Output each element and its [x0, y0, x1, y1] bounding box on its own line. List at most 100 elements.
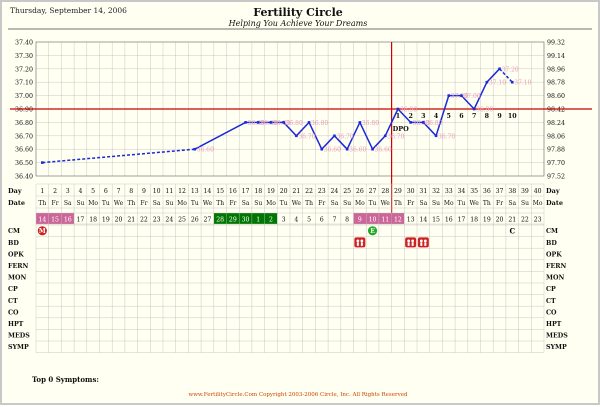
day-number: 15	[216, 188, 224, 195]
weekday: Tu	[280, 200, 288, 207]
row-label-right: CT	[546, 298, 556, 305]
date-highlight	[391, 213, 405, 224]
temp-point	[498, 67, 501, 71]
weekday: Tu	[102, 200, 110, 207]
date-number: 14	[419, 217, 427, 224]
temp-series-segment	[384, 108, 399, 137]
temp-label: 36.80	[362, 120, 379, 127]
temp-label: 36.90	[400, 107, 417, 114]
y-tick-fahrenheit: 98.24	[547, 120, 565, 127]
day-number: 32	[432, 188, 440, 195]
day-number: 28	[381, 188, 389, 195]
weekday: Fr	[496, 200, 503, 207]
temp-series-segment	[397, 108, 412, 123]
day-number: 29	[394, 188, 402, 195]
date-highlight	[61, 213, 75, 224]
date-number: 16	[445, 217, 453, 224]
temp-label: 36.80	[248, 120, 265, 127]
day-number: 20	[280, 188, 288, 195]
bd-icon	[354, 237, 366, 248]
temp-series-segment	[42, 148, 195, 164]
bd-icon-head	[356, 239, 360, 243]
marker-text: C	[509, 226, 515, 235]
bd-icon-body	[411, 242, 414, 246]
temp-label: 37.00	[463, 93, 480, 100]
date-number: 11	[381, 217, 389, 224]
weekday: Sa	[508, 200, 516, 207]
dpo-day-label: 7	[472, 113, 476, 120]
weekday: We	[381, 200, 391, 207]
day-number: 40	[534, 188, 542, 195]
y-tick-celsius: 37.30	[15, 53, 33, 60]
date-number: 19	[483, 217, 491, 224]
chart-subtitle: Helping You Achieve Your Dreams	[228, 19, 368, 28]
temp-label: 36.60	[197, 147, 214, 154]
date-number: 13	[407, 217, 415, 224]
temp-label: 36.80	[273, 120, 290, 127]
temp-point	[434, 134, 438, 138]
weekday: Th	[483, 200, 491, 207]
date-number: 28	[216, 217, 224, 224]
date-number: 1	[256, 217, 260, 224]
weekday: Sa	[64, 200, 72, 207]
temp-series-segment	[346, 122, 361, 150]
date-number: 27	[204, 217, 212, 224]
temp-point	[472, 107, 476, 111]
temp-series-segment	[194, 121, 246, 150]
temp-point	[295, 134, 298, 138]
bd-icon-body	[424, 242, 427, 246]
day-number: 8	[129, 188, 133, 195]
date-number: 15	[51, 217, 59, 224]
temp-label: 37.00	[451, 93, 468, 100]
row-label-right: BD	[546, 240, 557, 247]
temp-point	[460, 94, 463, 97]
date-number: 4	[294, 217, 298, 224]
temp-label: 36.80	[311, 120, 328, 127]
row-label: SYMP	[8, 344, 29, 351]
date-row-label: Date	[8, 199, 25, 207]
temp-series-segment	[283, 121, 297, 137]
date-number: 6	[320, 217, 324, 224]
day-number: 10	[153, 188, 161, 195]
date-number: 12	[394, 217, 402, 224]
y-tick-celsius: 36.40	[15, 174, 33, 181]
dpo-day-label: 1	[396, 113, 400, 120]
day-number: 2	[53, 188, 57, 195]
date-number: 5	[307, 217, 311, 224]
row-label-right: SYMP	[546, 344, 567, 351]
row-label-right: MON	[546, 275, 564, 282]
temp-point	[282, 121, 285, 124]
date-number: 19	[102, 217, 110, 224]
dpo-label: DPO	[393, 125, 410, 133]
weekday: Tu	[458, 200, 466, 207]
temp-label: 36.80	[413, 120, 430, 127]
day-number: 19	[267, 188, 275, 195]
weekday: We	[292, 200, 302, 207]
y-tick-fahrenheit: 98.78	[547, 80, 565, 87]
row-label-right: CO	[546, 309, 557, 316]
bd-icon-head	[419, 239, 423, 243]
temp-label: 36.80	[260, 120, 277, 127]
weekday: Su	[76, 200, 84, 207]
row-label-right: CM	[546, 228, 558, 235]
y-tick-fahrenheit: 98.06	[547, 133, 565, 140]
temp-series-segment	[321, 135, 335, 150]
day-number: 18	[254, 188, 262, 195]
temp-point	[409, 121, 412, 124]
date-number: 25	[178, 217, 186, 224]
weekday: Fr	[140, 200, 147, 207]
day-number: 17	[242, 188, 250, 195]
day-number: 13	[191, 188, 199, 195]
y-tick-celsius: 36.60	[15, 147, 33, 154]
day-number: 30	[407, 188, 415, 195]
date-number: 21	[508, 217, 516, 224]
temp-point	[244, 121, 247, 124]
temp-point	[383, 134, 387, 138]
day-number: 9	[142, 188, 146, 195]
row-label-right: CP	[546, 286, 556, 293]
row-label: CT	[8, 298, 18, 305]
temp-point	[510, 80, 514, 84]
temp-series-segment	[295, 121, 310, 137]
date-number: 8	[345, 217, 349, 224]
copyright: www.FertilityCircle.Com Copyright 2003-2…	[189, 392, 408, 398]
